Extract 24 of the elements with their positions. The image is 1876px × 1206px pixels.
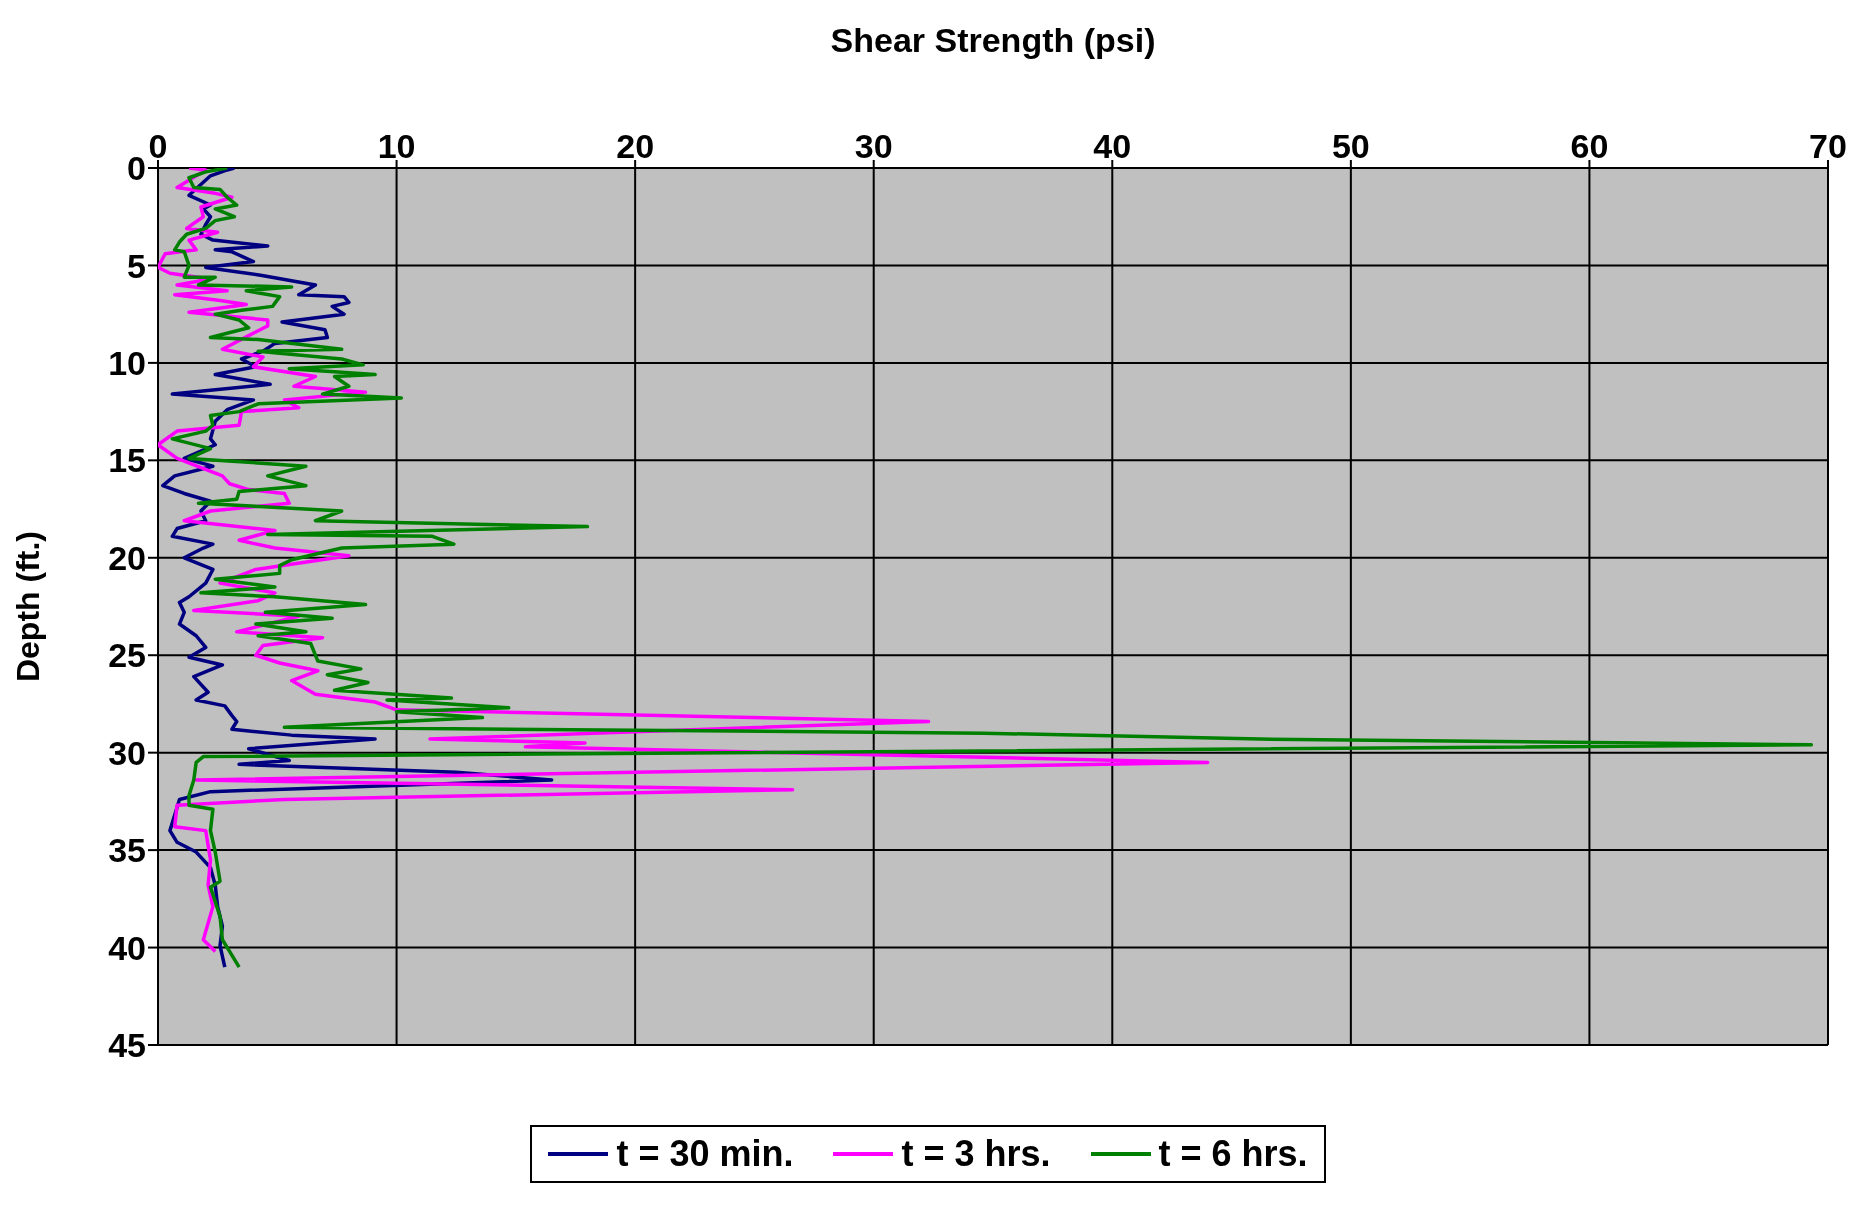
x-tick-label: 60 <box>1570 127 1609 165</box>
x-tick-label: 30 <box>854 127 893 165</box>
x-tick-label: 20 <box>616 127 655 165</box>
y-tick-label: 40 <box>108 928 146 967</box>
x-tick-label: 10 <box>377 127 416 165</box>
y-tick-label: 25 <box>108 636 146 675</box>
line-series <box>161 168 554 969</box>
x-tick-label: 50 <box>1331 127 1370 165</box>
y-tick-label: 15 <box>108 441 146 480</box>
y-tick-label: 20 <box>108 538 146 577</box>
y-tick-label: 35 <box>108 831 146 870</box>
legend-label: t = 30 min. <box>615 1133 794 1175</box>
y-tick-label: 45 <box>108 1026 146 1065</box>
y-axis-title: Depth (ft.) <box>10 530 47 683</box>
legend-label: t = 3 hrs. <box>900 1133 1051 1175</box>
line-series <box>158 168 1210 954</box>
y-tick-label: 5 <box>127 246 146 285</box>
x-tick-label: 70 <box>1809 127 1847 165</box>
x-tick-label: 40 <box>1093 127 1132 165</box>
y-tick-label: 10 <box>108 343 146 382</box>
legend-label: t = 6 hrs. <box>1157 1133 1308 1175</box>
line-series <box>170 168 1814 969</box>
y-tick-label: 30 <box>108 733 146 772</box>
x-axis-title: Shear Strength (psi) <box>830 21 1156 60</box>
